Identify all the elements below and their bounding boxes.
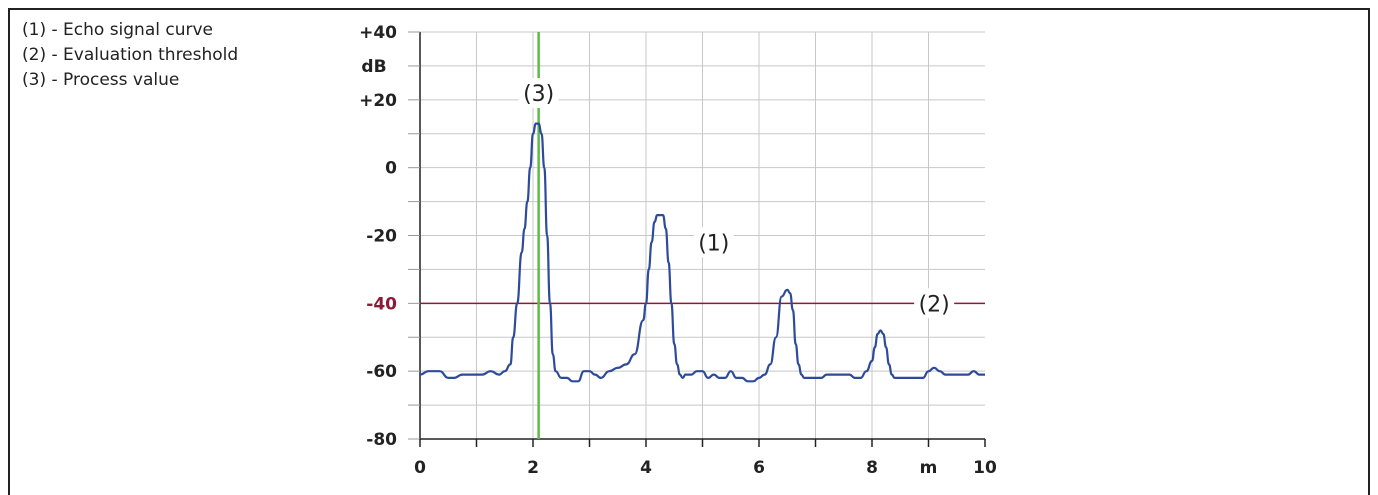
x-tick-label: 10 <box>973 458 997 478</box>
y-tick-label: -40 <box>366 294 397 314</box>
annotation-label: (3) <box>523 82 554 107</box>
annotation-background <box>518 78 559 109</box>
annotation-label: (1) <box>698 231 729 256</box>
echo-signal-curve <box>419 122 985 383</box>
legend-item-process-value: (3) - Process value <box>22 70 180 90</box>
x-unit-label: m <box>920 458 938 478</box>
y-tick-label: -80 <box>366 430 397 450</box>
y-tick-label: -20 <box>366 227 397 247</box>
annotation-background <box>693 227 734 258</box>
legend-item-echo: (1) - Echo signal curve <box>22 20 214 40</box>
annotation-label: (2) <box>919 292 950 317</box>
annotation-background <box>914 288 955 319</box>
y-unit-label: dB <box>361 57 386 77</box>
x-tick-label: 8 <box>866 458 878 478</box>
legend: (1) - Echo signal curve (2) - Evaluation… <box>22 18 238 93</box>
y-tick-label: +40 <box>359 23 397 43</box>
y-tick-label: 0 <box>385 159 397 179</box>
x-tick-label: 0 <box>414 458 426 478</box>
y-tick-label: +20 <box>359 91 397 111</box>
x-tick-label: 6 <box>753 458 765 478</box>
x-tick-label: 2 <box>527 458 539 478</box>
y-tick-label: -60 <box>366 362 397 382</box>
figure-frame <box>8 8 1370 495</box>
x-tick-label: 4 <box>640 458 652 478</box>
legend-item-threshold: (2) - Evaluation threshold <box>22 45 239 65</box>
